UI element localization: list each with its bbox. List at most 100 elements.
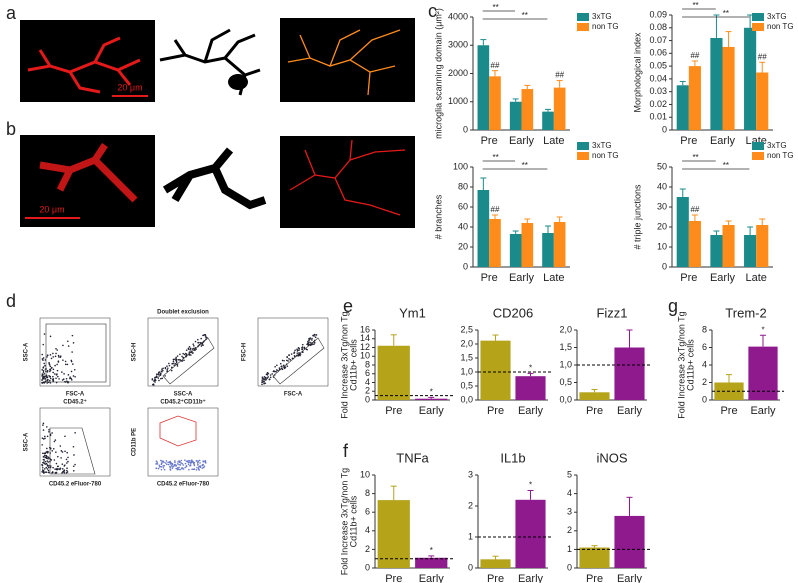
event-dot <box>298 349 300 351</box>
event-dot <box>50 367 53 369</box>
event-dot <box>67 374 70 376</box>
y-tick-label: 30 <box>657 201 667 211</box>
event-dot <box>56 349 59 351</box>
event-dot <box>162 466 165 469</box>
event-dot <box>176 365 179 367</box>
event-dot <box>193 468 196 471</box>
bar <box>509 234 522 267</box>
event-dot <box>274 365 276 368</box>
event-dot <box>46 465 49 467</box>
event-dot <box>286 356 289 359</box>
event-dot <box>166 370 169 372</box>
y-axis-label: microglia scanning domain (μm²) <box>433 8 443 139</box>
event-dot <box>56 369 59 372</box>
event-dot <box>199 465 202 467</box>
event-dot <box>158 375 160 377</box>
panel-label: e <box>343 296 353 316</box>
event-dot <box>158 371 161 373</box>
event-dot <box>194 340 197 343</box>
bar <box>614 515 645 568</box>
event-dot <box>55 462 58 465</box>
y-tick-label: 2,5 <box>460 324 473 334</box>
event-dot <box>70 377 72 380</box>
chart-title: iNOS <box>596 450 627 465</box>
bar <box>748 346 778 400</box>
flow-xlabel: CD45.2 eFluor-780 <box>49 482 102 488</box>
panel-label: a <box>6 3 17 23</box>
flow-ylabel: FSC-H <box>242 343 248 361</box>
bar <box>415 398 448 400</box>
event-dot <box>47 456 50 459</box>
flow-xlabel: CD45.2 eFluor-780 <box>157 482 210 488</box>
event-dot <box>42 452 44 455</box>
event-dot <box>186 461 189 463</box>
event-dot <box>52 380 55 382</box>
bar <box>489 219 501 267</box>
event-dot <box>273 370 276 373</box>
event-dot <box>44 454 46 457</box>
event-dot <box>197 461 199 464</box>
flow-ylabel: CD11b PE <box>132 428 138 456</box>
legend-swatch <box>752 152 764 160</box>
event-dot <box>308 339 310 341</box>
event-dot <box>61 471 64 473</box>
event-dot <box>57 455 59 458</box>
y-tick-label: 0 <box>662 261 667 271</box>
event-dot <box>177 461 179 463</box>
event-dot <box>163 468 166 471</box>
event-dot <box>168 364 171 367</box>
x-tick-label: Pre <box>586 573 603 583</box>
event-dot <box>191 348 194 350</box>
event-dot <box>42 357 45 359</box>
event-dot <box>66 380 68 382</box>
event-dot <box>49 370 51 373</box>
event-dot <box>180 459 183 462</box>
event-dot <box>196 466 198 469</box>
flow-title: CD45.2⁺CD11b⁺ <box>160 399 205 406</box>
y-tick-label: 0 <box>365 562 370 572</box>
event-dot <box>54 373 56 375</box>
y-tick-label: 0,5 <box>559 377 572 387</box>
y-tick-label: 5 <box>567 469 572 479</box>
event-dot <box>167 463 170 466</box>
event-dot <box>185 352 187 355</box>
y-tick-label: 20 <box>458 241 468 251</box>
event-dot <box>179 359 182 361</box>
chart-title: Fizz1 <box>596 305 627 320</box>
event-dot <box>155 462 158 465</box>
event-dot <box>50 357 53 360</box>
bar <box>688 221 701 267</box>
bar <box>515 376 546 400</box>
event-dot <box>41 353 44 356</box>
event-dot <box>293 354 296 357</box>
bar <box>744 235 757 267</box>
event-dot <box>279 362 282 365</box>
event-dot <box>42 456 45 458</box>
event-dot <box>307 340 309 343</box>
event-dot <box>56 468 59 471</box>
event-dot <box>168 362 170 365</box>
y-axis-label: Fold Increase 3xTg/non Tg <box>339 311 349 418</box>
event-dot <box>172 360 175 363</box>
panel-label: b <box>6 119 16 139</box>
event-dot <box>307 343 309 346</box>
event-dot <box>59 468 61 471</box>
event-dot <box>46 379 49 382</box>
event-dot <box>175 361 178 364</box>
event-dot <box>262 377 264 380</box>
event-dot <box>52 471 54 474</box>
event-dot <box>163 461 165 464</box>
event-dot <box>285 359 288 362</box>
bar <box>553 87 566 130</box>
event-dot <box>60 450 63 452</box>
event-dot <box>67 460 69 463</box>
bar <box>477 190 490 267</box>
event-dot <box>161 370 163 373</box>
x-tick-label: Early <box>617 405 643 417</box>
event-dot <box>203 466 205 469</box>
bracket-label: ** <box>522 11 528 20</box>
event-dot <box>199 341 202 344</box>
event-dot <box>267 372 270 375</box>
event-dot <box>189 349 192 351</box>
event-dot <box>192 460 194 463</box>
